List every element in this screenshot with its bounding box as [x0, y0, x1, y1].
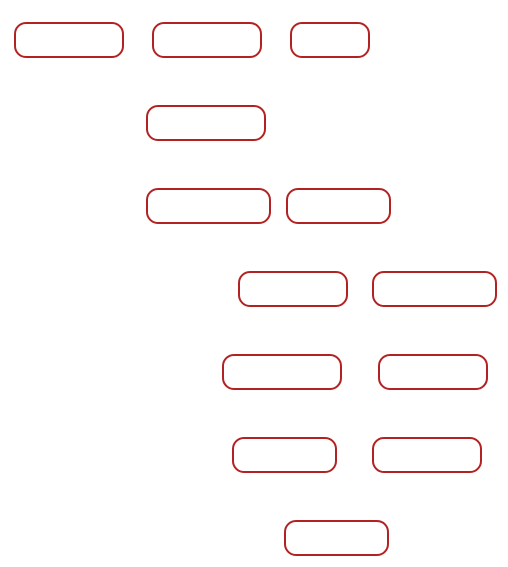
diagram-node: [378, 354, 488, 390]
diagram-node: [232, 437, 337, 473]
diagram-node: [284, 520, 389, 556]
diagram-node: [372, 271, 497, 307]
diagram-node: [238, 271, 348, 307]
diagram-node: [290, 22, 370, 58]
diagram-node: [372, 437, 482, 473]
diagram-node: [146, 188, 271, 224]
diagram-node: [146, 105, 266, 141]
diagram-node: [222, 354, 342, 390]
diagram-node: [14, 22, 124, 58]
diagram-node: [152, 22, 262, 58]
diagram-node: [286, 188, 391, 224]
